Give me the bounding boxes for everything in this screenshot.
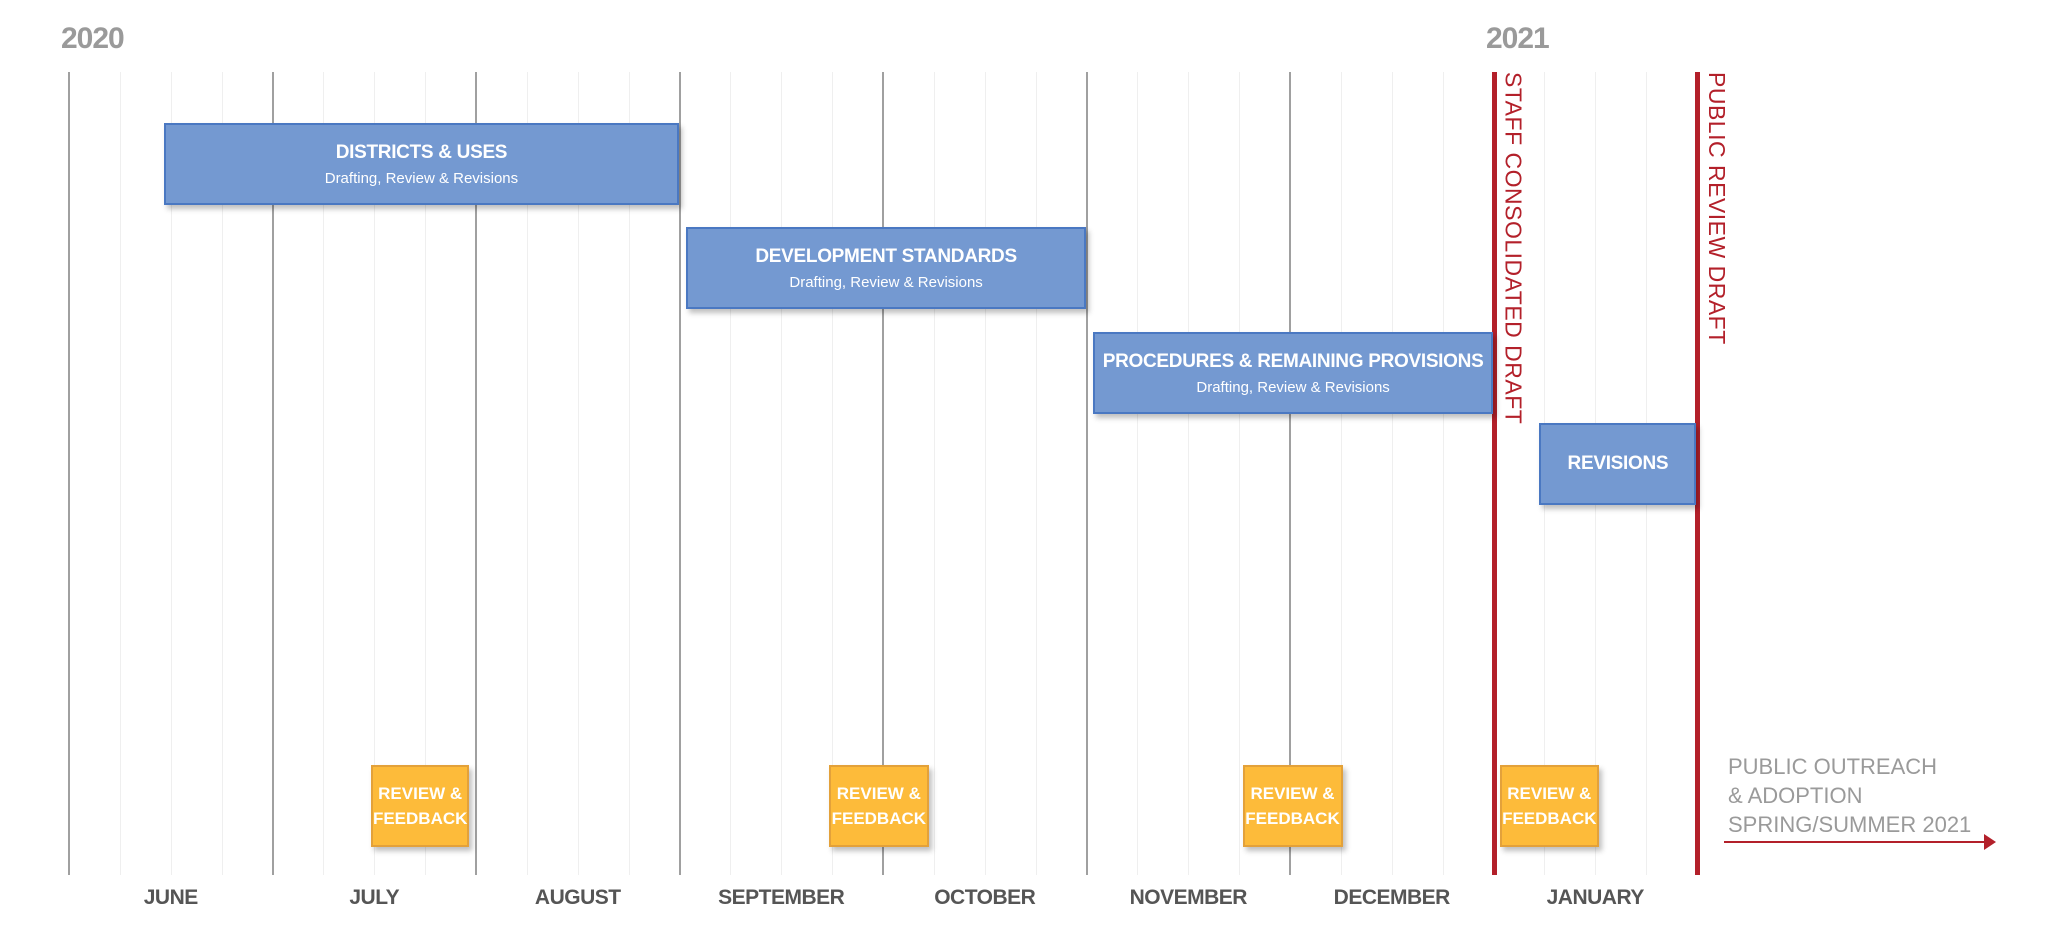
- minor-gridline: [1137, 72, 1139, 875]
- review-label-line: REVIEW &: [1507, 784, 1592, 803]
- minor-gridline: [984, 72, 986, 875]
- outreach-line-2: & ADOPTION: [1728, 783, 1863, 808]
- review-label-line: FEEDBACK: [1245, 809, 1340, 828]
- minor-gridline: [526, 72, 528, 875]
- minor-gridline: [1035, 72, 1037, 875]
- milestone-label: STAFF CONSOLIDATED DRAFT: [1500, 72, 1527, 425]
- minor-gridline: [628, 72, 630, 875]
- minor-gridline: [1391, 72, 1393, 875]
- task-bar: REVISIONS: [1539, 423, 1697, 505]
- milestone-label: PUBLIC REVIEW DRAFT: [1704, 72, 1730, 345]
- minor-gridline: [170, 72, 172, 875]
- review-feedback-box: REVIEW & FEEDBACK: [1242, 765, 1343, 847]
- year-label-2021: 2021: [1486, 22, 1550, 55]
- minor-gridline: [1188, 72, 1190, 875]
- month-label: AUGUST: [534, 886, 621, 909]
- review-label: REVIEW & FEEDBACK: [1502, 781, 1596, 831]
- review-label-line: REVIEW &: [378, 784, 463, 803]
- task-subtitle: Drafting, Review & Revisions: [789, 273, 983, 291]
- month-gridline: [678, 72, 681, 875]
- minor-gridline: [781, 72, 783, 875]
- milestone-line: [1695, 72, 1700, 875]
- task-bar: DEVELOPMENT STANDARDS Drafting, Review & …: [686, 227, 1086, 309]
- minor-gridline: [425, 72, 427, 875]
- arrow-right-icon: [1984, 834, 1996, 850]
- month-gridline: [68, 72, 70, 875]
- review-label-line: FEEDBACK: [831, 809, 927, 828]
- month-gridline: [271, 72, 274, 875]
- year-label-2020: 2020: [61, 22, 125, 55]
- task-bar: PROCEDURES & REMAINING PROVISIONS Draftin…: [1093, 332, 1493, 414]
- task-bar: DISTRICTS & USES Drafting, Review & Revis…: [163, 123, 679, 205]
- minor-gridline: [933, 72, 935, 875]
- month-label: JULY: [349, 886, 400, 909]
- minor-gridline: [1442, 72, 1444, 875]
- review-label-line: FEEDBACK: [372, 809, 468, 828]
- minor-gridline: [730, 72, 732, 875]
- month-label: OCTOBER: [934, 886, 1036, 909]
- review-feedback-box: REVIEW & FEEDBACK: [1500, 765, 1599, 847]
- review-label: REVIEW & FEEDBACK: [1245, 781, 1339, 831]
- month-label: JANUARY: [1546, 886, 1645, 909]
- month-label: NOVEMBER: [1129, 886, 1248, 909]
- review-label-line: FEEDBACK: [1502, 809, 1597, 828]
- task-title: PROCEDURES & REMAINING PROVISIONS: [1102, 350, 1484, 372]
- arrow-line: [1724, 841, 1986, 843]
- review-feedback-box: REVIEW & FEEDBACK: [370, 765, 470, 847]
- minor-gridline: [221, 72, 223, 875]
- review-label: REVIEW & FEEDBACK: [832, 781, 926, 831]
- task-subtitle: Drafting, Review & Revisions: [324, 169, 519, 187]
- task-title: REVISIONS: [1567, 453, 1669, 474]
- month-gridline: [1085, 72, 1088, 875]
- month-label: SEPTEMBER: [718, 886, 845, 909]
- minor-gridline: [832, 72, 834, 875]
- review-label: REVIEW & FEEDBACK: [373, 781, 467, 831]
- month-label: DECEMBER: [1333, 886, 1451, 909]
- outreach-annotation: PUBLIC OUTREACH & ADOPTION SPRING/SUMMER…: [1728, 752, 1971, 839]
- minor-gridline: [374, 72, 376, 875]
- task-title: DISTRICTS & USES: [335, 141, 508, 163]
- task-subtitle: Drafting, Review & Revisions: [1196, 378, 1390, 396]
- month-gridline: [1289, 72, 1291, 875]
- minor-gridline: [577, 72, 579, 875]
- month-gridline: [882, 72, 884, 875]
- task-title: DEVELOPMENT STANDARDS: [755, 245, 1017, 267]
- minor-gridline: [1340, 72, 1342, 875]
- review-feedback-box: REVIEW & FEEDBACK: [828, 765, 929, 847]
- outreach-line-3: SPRING/SUMMER 2021: [1728, 812, 1972, 837]
- milestone-line: [1491, 72, 1497, 875]
- review-label-line: REVIEW &: [836, 784, 921, 803]
- month-gridline: [475, 72, 477, 875]
- minor-gridline: [1239, 72, 1241, 875]
- minor-gridline: [323, 72, 325, 875]
- minor-gridline: [119, 72, 121, 875]
- outreach-line-1: PUBLIC OUTREACH: [1728, 754, 1938, 779]
- review-label-line: REVIEW &: [1250, 784, 1335, 803]
- month-label: JUNE: [143, 886, 199, 909]
